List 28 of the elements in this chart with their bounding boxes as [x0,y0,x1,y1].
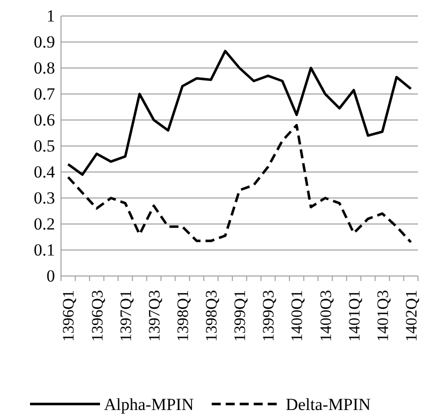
x-tick-label: 1398Q1 [174,290,192,342]
x-tick-label: 1401Q3 [374,290,392,342]
y-tick-label: 0 [46,266,55,286]
y-tick-label: 0.2 [34,214,55,234]
legend-label: Alpha-MPIN [104,395,194,414]
y-tick-label: 0.6 [34,110,55,130]
y-tick-label: 0.9 [34,32,55,52]
y-tick-label: 0.4 [34,162,56,182]
x-tick-label: 1399Q1 [232,290,250,342]
x-tick-label: 1396Q1 [60,290,78,342]
x-tick-label: 1399Q3 [260,290,278,342]
y-tick-label: 0.8 [34,58,55,78]
y-tick-label: 0.5 [34,136,55,156]
y-tick-label: 0.1 [34,240,55,260]
line-series [66,124,412,244]
x-tick-label: 1400Q1 [289,290,306,342]
x-tick-label: 1397Q1 [118,290,135,342]
x-tick-label: 1396Q3 [89,290,106,342]
x-tick-label: 1402Q1 [403,290,420,342]
x-tick-label: 1398Q3 [204,290,221,342]
x-tick-label: 1400Q3 [318,290,335,342]
y-tick-label: 0.7 [34,84,56,104]
line-series [66,50,412,176]
legend-label: Delta-MPIN [286,395,371,414]
y-tick-label: 0.3 [34,188,55,208]
y-tick-label: 1 [46,6,55,26]
x-tick-label: 1397Q3 [146,290,164,342]
x-tick-label: 1401Q1 [346,290,364,342]
